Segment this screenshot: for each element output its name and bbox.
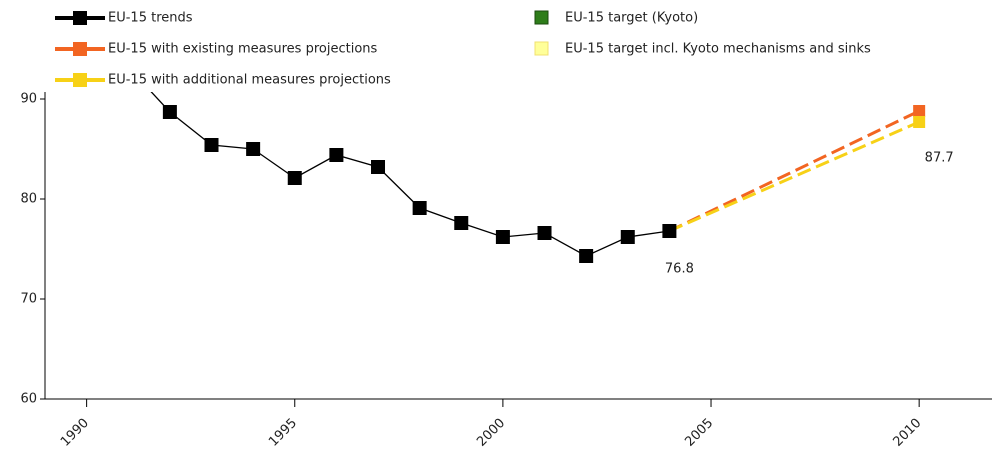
point-marker: [371, 160, 386, 174]
point-marker: [204, 138, 219, 152]
y-tick-label: 90: [20, 92, 37, 107]
point-marker: [329, 148, 344, 162]
x-tick-label: 2005: [682, 416, 716, 450]
legend-label: EU-15 target incl. Kyoto mechanisms and …: [565, 42, 871, 57]
x-tick-label: 2010: [890, 416, 924, 450]
point-marker: [162, 105, 177, 119]
point-marker: [454, 216, 469, 230]
legend-label: EU-15 target (Kyoto): [565, 11, 698, 26]
series-line: [668, 109, 920, 233]
point-marker: [579, 249, 594, 263]
legend-label: EU-15 trends: [108, 11, 193, 26]
y-tick-label: 80: [20, 192, 37, 207]
point-marker: [495, 230, 510, 244]
legend-marker: [73, 11, 87, 25]
point-marker: [412, 201, 427, 215]
x-tick-label: 1990: [58, 416, 92, 450]
point-marker: [913, 116, 926, 128]
point-marker: [913, 105, 926, 117]
point-marker: [662, 224, 677, 238]
legend-marker: [73, 73, 87, 87]
legend-label: EU-15 with additional measures projectio…: [108, 73, 391, 88]
point-marker: [537, 226, 552, 240]
legend-label: EU-15 with existing measures projections: [108, 42, 378, 57]
point-marker: [246, 142, 261, 156]
x-tick-label: 1995: [266, 416, 300, 450]
x-tick-label: 2000: [474, 416, 508, 450]
legend-marker: [534, 10, 549, 25]
data-label: 87.7: [925, 151, 954, 166]
legend-marker: [534, 41, 549, 56]
legend-marker: [73, 42, 87, 56]
point-marker: [287, 171, 302, 185]
data-label: 76.8: [665, 262, 694, 277]
series-line: [668, 120, 920, 233]
y-tick-label: 60: [20, 392, 37, 407]
series-line: [150, 92, 670, 257]
y-tick-label: 70: [20, 292, 37, 307]
point-marker: [620, 230, 635, 244]
plot-area: [150, 92, 926, 263]
